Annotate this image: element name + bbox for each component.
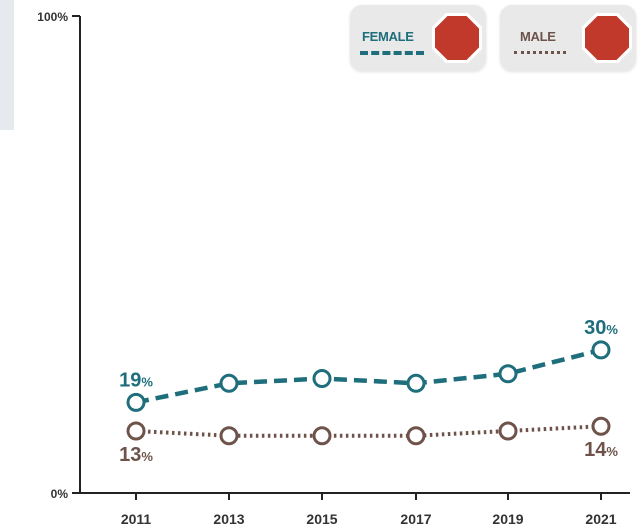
point-female-2011 [126,392,146,412]
data-label-female-2011: 19% [119,369,153,391]
x-tick-label-2017: 2017 [400,511,431,527]
chart-axes: 100% 0% [37,10,630,501]
point-female-2021 [591,340,611,360]
x-ticks: 2011 2013 2015 2017 2019 2021 [121,493,617,527]
data-label-male-2021: 14% [584,439,618,461]
point-male-2019 [498,421,518,441]
data-label-male-2011: 13% [119,444,153,466]
x-tick-label-2015: 2015 [306,511,337,527]
x-tick-label-2021: 2021 [585,511,616,527]
y-tick-label-top: 100% [37,10,68,24]
legend-male: MALE [500,5,636,71]
point-female-2019 [498,364,518,384]
stop-sign-icon [432,13,482,63]
point-female-2013 [219,373,239,393]
point-male-2011 [126,421,146,441]
legend-female-line [360,51,424,55]
legend-male-label: MALE [520,29,556,44]
series-layer [126,340,611,446]
x-tick-label-2019: 2019 [492,511,523,527]
data-labels-layer: 19% 30% 13% 14% [119,317,618,466]
point-male-2021 [591,416,611,436]
legend-male-line [514,51,566,54]
point-female-2015 [312,369,332,389]
x-tick-label-2013: 2013 [213,511,244,527]
series-line-male [135,424,602,438]
legend-female-label: FEMALE [362,29,414,44]
y-tick-label-bottom: 0% [51,487,69,501]
legend-female: FEMALE [350,5,486,71]
point-male-2017 [406,426,426,446]
point-male-2013 [219,426,239,446]
series-line-female [135,347,602,405]
left-panel-tint [0,0,14,130]
x-tick-label-2011: 2011 [121,511,152,527]
point-female-2017 [406,373,426,393]
point-male-2015 [312,426,332,446]
data-label-female-2021: 30% [584,317,618,339]
stop-sign-icon [582,13,632,63]
